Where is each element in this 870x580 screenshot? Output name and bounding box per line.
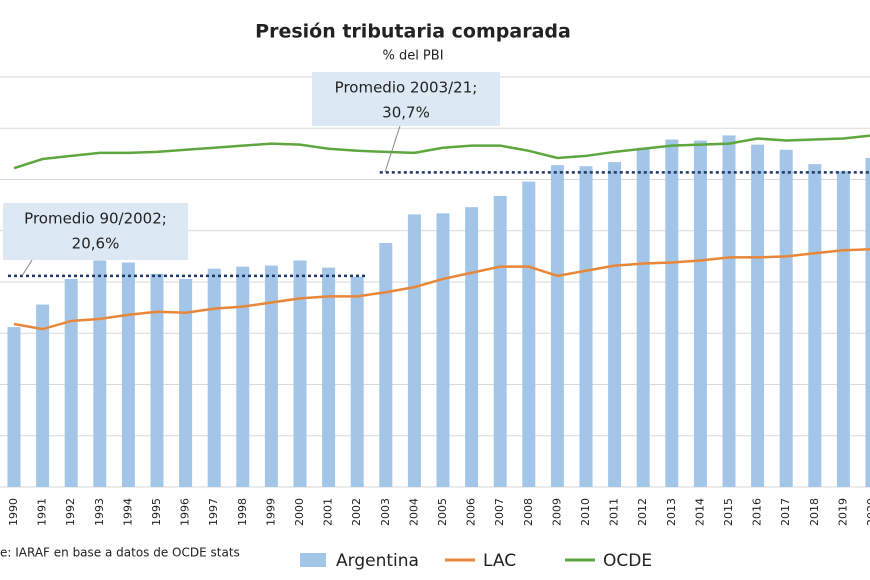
x-tick-label: 1994 bbox=[121, 498, 134, 526]
bar bbox=[465, 207, 479, 488]
bar bbox=[179, 278, 193, 487]
x-tick-label: 1999 bbox=[264, 498, 277, 526]
x-tick-label: 1990 bbox=[7, 498, 20, 526]
x-tick-label: 2017 bbox=[779, 498, 792, 526]
x-tick-label: 2009 bbox=[550, 498, 563, 526]
legend-label: LAC bbox=[483, 551, 516, 571]
x-tick-label: 2010 bbox=[579, 498, 592, 526]
bar bbox=[522, 181, 536, 488]
x-tick-label: 2000 bbox=[293, 498, 306, 526]
line-series bbox=[13, 248, 870, 331]
x-tick-label: 2020 bbox=[865, 498, 870, 526]
x-tick-label: 1993 bbox=[93, 498, 106, 526]
bar bbox=[436, 213, 450, 487]
bar bbox=[579, 166, 593, 488]
x-tick-label: 2005 bbox=[436, 498, 449, 526]
x-tick-label: 2015 bbox=[722, 498, 735, 526]
bar bbox=[93, 260, 107, 487]
bar bbox=[121, 262, 135, 487]
bar bbox=[64, 278, 78, 487]
callout-box bbox=[3, 203, 188, 260]
bar bbox=[207, 268, 221, 487]
source-note: e: IARAF en base a datos de OCDE stats bbox=[0, 546, 240, 560]
bar bbox=[779, 149, 793, 487]
callout-value: 20,6% bbox=[72, 235, 120, 253]
x-tick-label: 1991 bbox=[36, 498, 49, 526]
bar bbox=[322, 267, 336, 487]
chart-title: Presión tributaria comparada bbox=[255, 21, 571, 43]
x-tick-label: 2011 bbox=[608, 498, 621, 526]
x-tick-label: 1997 bbox=[207, 498, 220, 526]
bar bbox=[550, 165, 564, 487]
bar bbox=[407, 214, 421, 487]
x-tick-label: 2001 bbox=[322, 498, 335, 526]
callout-title: Promedio 2003/21; bbox=[335, 79, 478, 97]
bar bbox=[665, 139, 679, 487]
bar bbox=[865, 157, 870, 487]
x-tick-label: 2019 bbox=[836, 498, 849, 526]
x-tick-label: 2003 bbox=[379, 498, 392, 526]
bar bbox=[36, 304, 50, 487]
x-tick-label: 2002 bbox=[350, 498, 363, 526]
bar bbox=[150, 273, 164, 487]
bar bbox=[293, 260, 307, 487]
line-series bbox=[13, 134, 870, 170]
bar bbox=[693, 140, 707, 488]
callout-box bbox=[312, 72, 500, 126]
bar bbox=[751, 144, 765, 487]
bar bbox=[264, 265, 278, 487]
x-tick-label: 1995 bbox=[150, 498, 163, 526]
bar bbox=[493, 195, 507, 487]
bar bbox=[236, 266, 250, 487]
bar bbox=[7, 327, 21, 487]
bar bbox=[636, 147, 650, 487]
legend-label: Argentina bbox=[336, 551, 419, 571]
x-tick-label: 2014 bbox=[693, 498, 706, 526]
callout-value: 30,7% bbox=[382, 104, 430, 122]
callout-leader bbox=[384, 125, 401, 173]
x-tick-label: 2012 bbox=[636, 498, 649, 526]
bar bbox=[808, 164, 822, 487]
x-tick-label: 2007 bbox=[493, 498, 506, 526]
bar bbox=[836, 171, 850, 488]
legend-label: OCDE bbox=[603, 551, 652, 571]
legend-swatch bbox=[300, 553, 326, 567]
x-tick-label: 2013 bbox=[665, 498, 678, 526]
bar bbox=[608, 162, 622, 487]
x-tick-label: 1996 bbox=[179, 498, 192, 526]
callout-leader bbox=[21, 259, 33, 277]
bar bbox=[379, 243, 393, 487]
chart-subtitle: % del PBI bbox=[382, 49, 443, 64]
x-tick-label: 1992 bbox=[64, 498, 77, 526]
x-tick-label: 2008 bbox=[522, 498, 535, 526]
x-tick-label: 2018 bbox=[808, 498, 821, 526]
x-tick-label: 2006 bbox=[465, 498, 478, 526]
bar bbox=[722, 135, 736, 488]
callout-title: Promedio 90/2002; bbox=[24, 210, 167, 228]
x-tick-label: 2016 bbox=[751, 498, 764, 526]
x-tick-label: 1998 bbox=[236, 498, 249, 526]
bar bbox=[350, 276, 364, 487]
x-tick-label: 2004 bbox=[407, 498, 420, 526]
